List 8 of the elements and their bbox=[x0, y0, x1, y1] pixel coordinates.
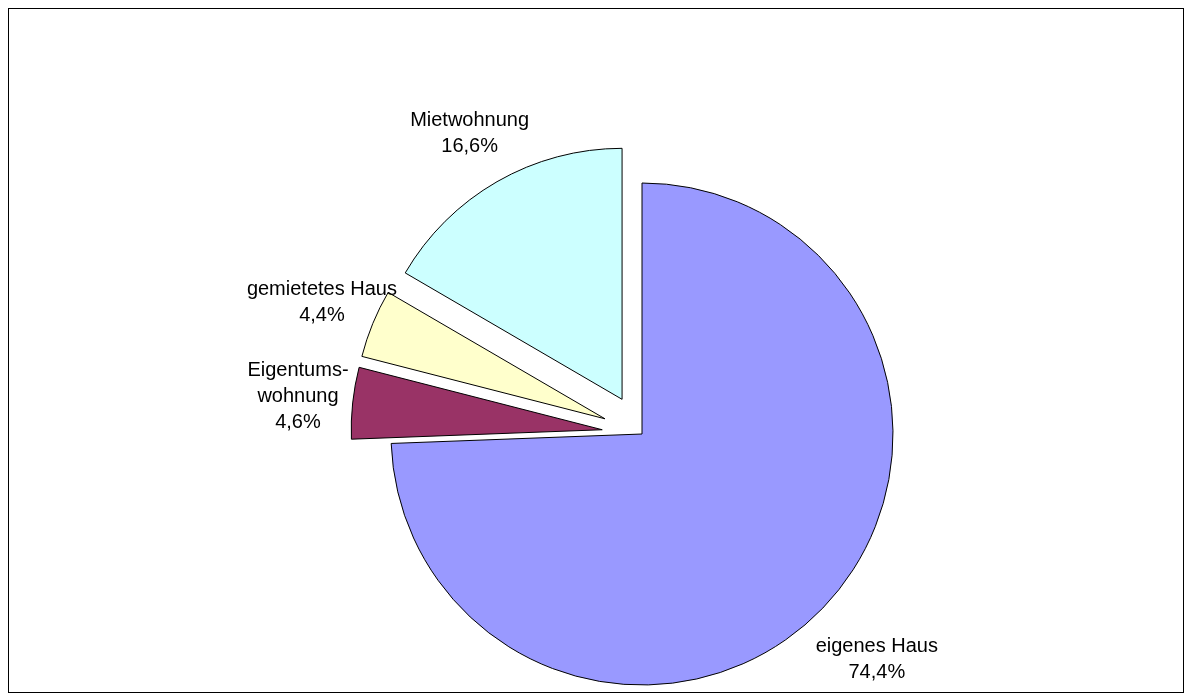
slice-label: Eigentums- wohnung bbox=[247, 358, 349, 407]
slice-label: gemietetes Haus bbox=[246, 276, 397, 299]
slice-label: Mietwohnung bbox=[410, 108, 530, 131]
data-label: 4,4% bbox=[299, 302, 345, 325]
data-label: 74,4% bbox=[848, 660, 906, 683]
data-label: 16,6% bbox=[441, 134, 499, 157]
data-label: 4,6% bbox=[275, 410, 321, 433]
slice-label: eigenes Haus bbox=[815, 634, 938, 657]
